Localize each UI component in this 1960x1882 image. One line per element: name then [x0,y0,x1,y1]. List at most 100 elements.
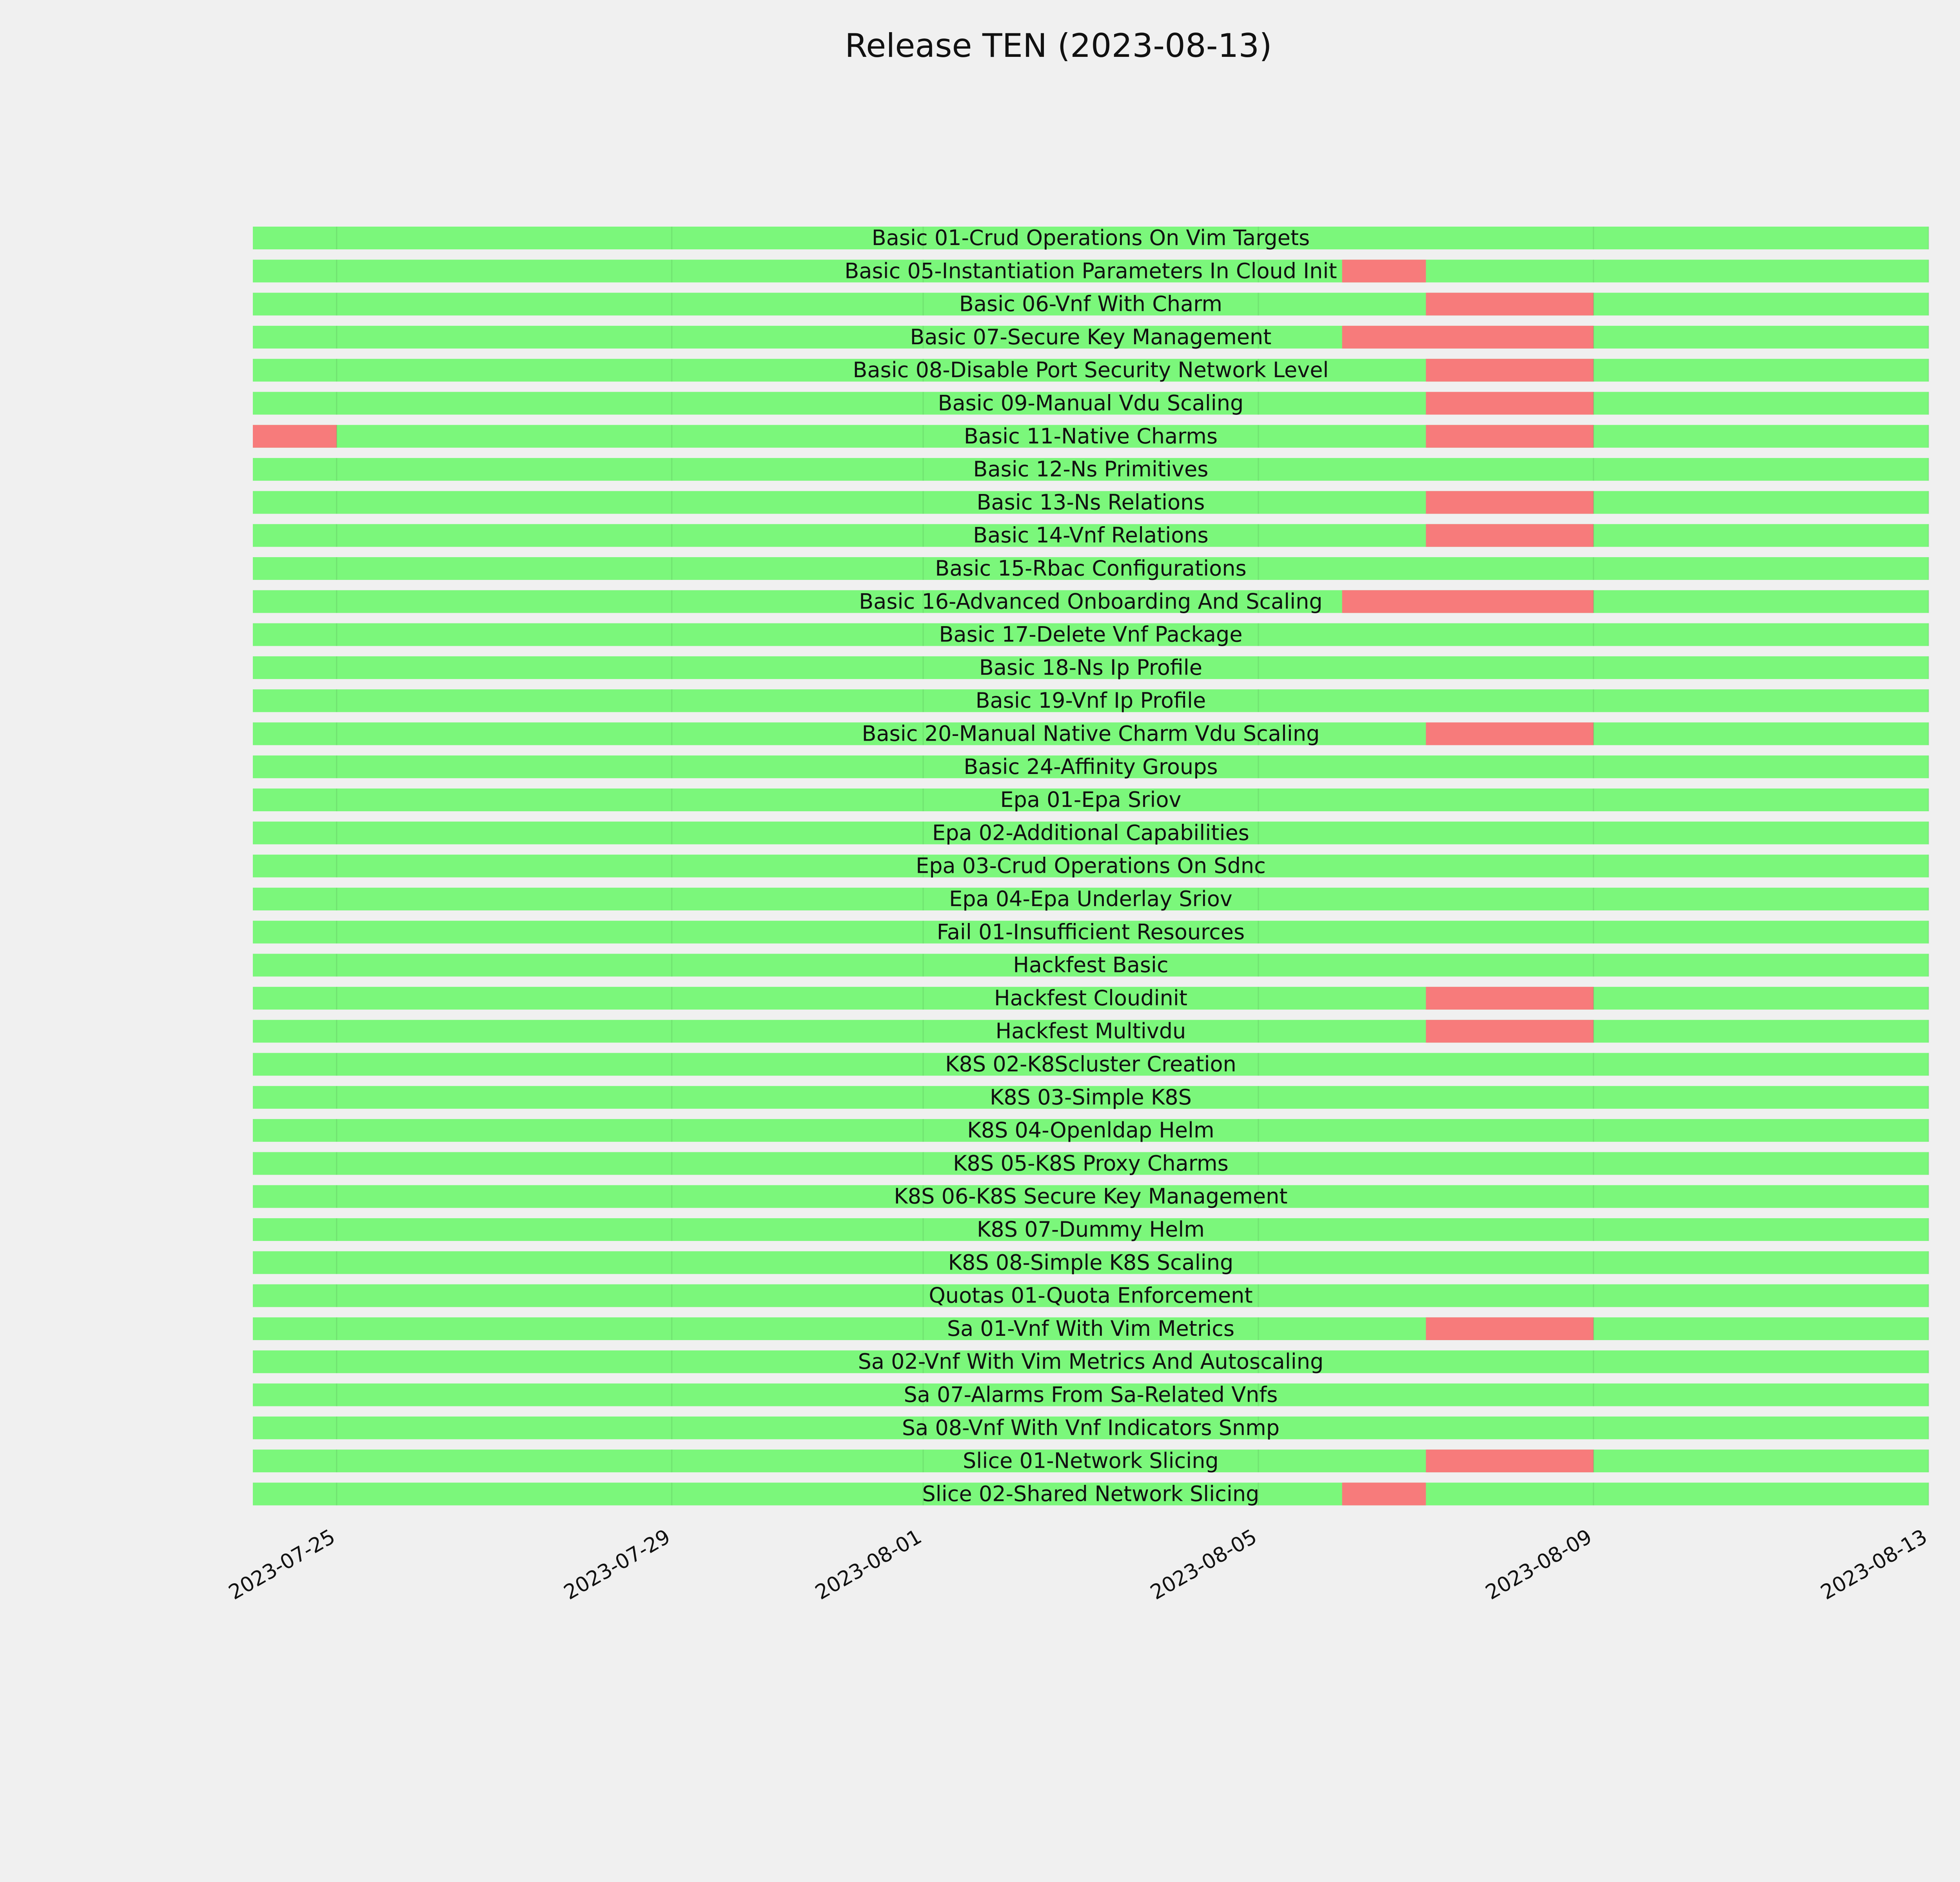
timeline-row: K8S 05-K8S Proxy Charms [253,1151,1929,1175]
timeline-row: Basic 01-Crud Operations On Vim Targets [253,225,1929,250]
timeline-row: Sa 02-Vnf With Vim Metrics And Autoscali… [253,1349,1929,1374]
row-label: K8S 03-Simple K8S [990,1085,1192,1110]
fail-bar [1342,260,1426,283]
timeline-row: Basic 14-Vnf Relations [253,523,1929,548]
pass-bar [253,1152,1929,1175]
timeline-row: Basic 19-Vnf Ip Profile [253,688,1929,713]
fail-bar [1342,590,1593,613]
pass-bar [253,1086,1929,1109]
pass-bar [253,1482,1929,1506]
timeline-row: Epa 02-Additional Capabilities [253,820,1929,845]
row-label: Basic 24-Affinity Groups [964,754,1218,779]
timeline-row: Basic 13-Ns Relations [253,490,1929,514]
timeline-row: Basic 12-Ns Primitives [253,457,1929,481]
timeline-row: Basic 09-Manual Vdu Scaling [253,391,1929,416]
row-label: Epa 03-Crud Operations On Sdnc [916,854,1266,878]
x-tick-label: 2023-08-05 [1147,1525,1261,1604]
chart-title: Release TEN (2023-08-13) [845,27,1272,65]
row-label: K8S 02-K8Scluster Creation [945,1052,1236,1077]
row-label: Basic 16-Advanced Onboarding And Scaling [859,589,1323,614]
row-label: Hackfest Basic [1013,953,1168,977]
fail-bar [1426,359,1593,382]
pass-bar [253,1218,1929,1241]
timeline-row: Epa 01-Epa Sriov [253,787,1929,812]
pass-bar [253,557,1929,580]
timeline-row: K8S 04-Openldap Helm [253,1118,1929,1143]
row-label: Basic 05-Instantiation Parameters In Clo… [844,258,1337,283]
timeline-row: Basic 05-Instantiation Parameters In Clo… [253,258,1929,283]
pass-bar [253,1350,1929,1373]
x-tick-label: 2023-08-09 [1482,1525,1596,1604]
row-label: Basic 12-Ns Primitives [973,457,1209,481]
row-label: Basic 14-Vnf Relations [973,523,1209,548]
timeline-row: Basic 24-Affinity Groups [253,754,1929,779]
fail-bar [253,425,337,448]
timeline-row: Basic 06-Vnf With Charm [253,292,1929,316]
pass-bar [253,1284,1929,1307]
x-tick-label: 2023-07-25 [225,1525,339,1604]
pass-bar [253,491,1929,514]
timeline-row: Basic 17-Delete Vnf Package [253,622,1929,647]
row-label: Basic 06-Vnf With Charm [959,292,1222,316]
pass-bar [253,921,1929,944]
pass-bar [253,227,1929,249]
timeline-row: Basic 15-Rbac Configurations [253,556,1929,581]
timeline-row: Slice 01-Network Slicing [253,1448,1929,1473]
pass-bar [253,986,1929,1010]
timeline-row: K8S 03-Simple K8S [253,1085,1929,1110]
pass-bar [253,1317,1929,1340]
fail-bar [1342,1482,1426,1506]
pass-bar [253,954,1929,977]
timeline-row: Hackfest Multivdu [253,1019,1929,1043]
timeline-row: Basic 20-Manual Native Charm Vdu Scaling [253,721,1929,746]
pass-bar [253,821,1929,845]
row-label: Hackfest Cloudinit [994,986,1187,1010]
timeline-row: Basic 08-Disable Port Security Network L… [253,358,1929,382]
timeline-row: Basic 11-Native Charms [253,424,1929,449]
pass-bar [253,590,1929,613]
fail-bar [1426,722,1593,745]
row-label: Sa 07-Alarms From Sa-Related Vnfs [904,1382,1278,1407]
x-tick-label: 2023-08-13 [1817,1525,1931,1604]
pass-bar [253,1185,1929,1208]
fail-bar [1426,986,1593,1010]
pass-bar [253,1020,1929,1043]
row-label: Slice 02-Shared Network Slicing [922,1481,1259,1506]
row-label: Hackfest Multivdu [996,1019,1186,1043]
pass-bar [253,788,1929,812]
timeline-row: Epa 03-Crud Operations On Sdnc [253,854,1929,878]
pass-bar [253,623,1929,646]
timeline-row: Sa 07-Alarms From Sa-Related Vnfs [253,1382,1929,1407]
pass-bar [253,458,1929,481]
pass-bar [253,1053,1929,1076]
timeline-row: Sa 01-Vnf With Vim Metrics [253,1316,1929,1341]
pass-bar [253,1119,1929,1142]
row-label: K8S 07-Dummy Helm [977,1217,1205,1242]
row-label: Epa 04-Epa Underlay Sriov [949,887,1232,911]
x-tick-label: 2023-07-29 [560,1525,675,1604]
row-label: Basic 15-Rbac Configurations [935,556,1246,581]
timeline-row: K8S 06-K8S Secure Key Management [253,1184,1929,1209]
timeline-row: K8S 08-Simple K8S Scaling [253,1250,1929,1275]
timeline-row: Epa 04-Epa Underlay Sriov [253,887,1929,911]
row-label: Sa 01-Vnf With Vim Metrics [947,1316,1234,1341]
timeline-row: K8S 07-Dummy Helm [253,1217,1929,1242]
pass-bar [253,260,1929,283]
fail-bar [1426,392,1593,415]
row-label: K8S 08-Simple K8S Scaling [948,1250,1234,1275]
row-label: Basic 18-Ns Ip Profile [979,655,1202,680]
row-label: Basic 09-Manual Vdu Scaling [938,391,1244,416]
timeline-row: K8S 02-K8Scluster Creation [253,1052,1929,1077]
timeline-row: Basic 16-Advanced Onboarding And Scaling [253,589,1929,614]
row-label: Basic 13-Ns Relations [976,490,1205,514]
pass-bar [253,292,1929,316]
timeline-row: Basic 18-Ns Ip Profile [253,655,1929,680]
timeline-row: Sa 08-Vnf With Vnf Indicators Snmp [253,1415,1929,1440]
fail-bar [1426,1317,1593,1340]
row-label: Sa 08-Vnf With Vnf Indicators Snmp [902,1415,1279,1440]
row-label: K8S 06-K8S Secure Key Management [894,1184,1287,1209]
pass-bar [253,1251,1929,1274]
fail-bar [1426,1450,1593,1473]
